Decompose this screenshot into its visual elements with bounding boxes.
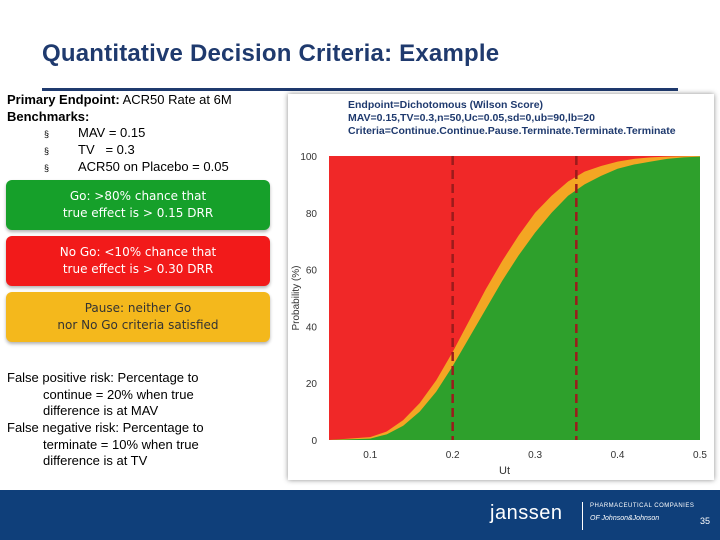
bullet-icon: § <box>44 145 50 156</box>
y-tick-label: 20 <box>306 379 318 390</box>
chart-title-line: MAV=0.15,TV=0.3,n=50,Uc=0.05,sd=0,ub=90,… <box>348 112 595 124</box>
x-tick-label: 0.2 <box>446 450 460 461</box>
y-tick-label: 100 <box>300 152 317 163</box>
y-tick-label: 0 <box>311 436 317 447</box>
false-negative-risk: False negative risk: Percentage to termi… <box>7 420 204 470</box>
chart-frame: Endpoint=Dichotomous (Wilson Score) MAV=0… <box>288 94 714 480</box>
go-criteria-line2: true effect is > 0.15 DRR <box>62 206 214 220</box>
benchmark-item: § TV = 0.3 <box>44 142 135 157</box>
nogo-criteria-line1: No Go: <10% chance that <box>59 245 217 259</box>
footer-tagline: PHARMACEUTICAL COMPANIES <box>590 503 695 509</box>
benchmark-text: TV = 0.3 <box>78 142 135 157</box>
bullet-icon: § <box>44 128 50 139</box>
footer-divider <box>582 502 583 530</box>
y-tick-label: 60 <box>306 266 318 277</box>
false-negative-text2: terminate = 10% when true <box>43 436 199 452</box>
pause-criteria-line2: nor No Go criteria satisfied <box>57 318 219 332</box>
benchmarks-heading: Benchmarks: <box>7 109 90 124</box>
go-criteria-box: Go: >80% chance that true effect is > 0.… <box>6 180 270 230</box>
benchmark-text: MAV = 0.15 <box>78 125 146 140</box>
false-positive-text3: difference is at MAV <box>43 403 159 418</box>
benchmark-item: § ACR50 on Placebo = 0.05 <box>44 159 229 174</box>
false-positive-risk: False positive risk: Percentage to conti… <box>7 370 198 420</box>
footer-bar: janssen PHARMACEUTICAL COMPANIES OF John… <box>0 490 720 540</box>
footer-tagline-jnj: OF Johnson&Johnson <box>590 515 660 522</box>
y-tick-label: 80 <box>306 209 318 220</box>
false-positive-text1: Percentage to <box>113 370 199 385</box>
x-axis-label: Ut <box>499 465 510 477</box>
nogo-criteria-line2: true effect is > 0.30 DRR <box>62 262 214 276</box>
slide-title: Quantitative Decision Criteria: Example <box>42 40 500 67</box>
false-negative-label: False negative risk: <box>7 420 119 435</box>
x-tick-label: 0.3 <box>528 450 542 461</box>
false-negative-text1: Percentage to <box>119 420 204 435</box>
nogo-criteria-box: No Go: <10% chance that true effect is >… <box>6 236 270 286</box>
go-criteria-line1: Go: >80% chance that <box>69 189 207 203</box>
x-tick-label: 0.1 <box>363 450 377 461</box>
probability-chart: Endpoint=Dichotomous (Wilson Score)MAV=0… <box>291 99 707 477</box>
primary-endpoint-value: ACR50 Rate at 6M <box>119 92 232 107</box>
x-tick-label: 0.4 <box>611 450 625 461</box>
page-number: 35 <box>700 516 711 526</box>
y-axis-label: Probability (%) <box>291 265 302 330</box>
bullet-icon: § <box>44 162 50 173</box>
false-positive-text2: continue = 20% when true <box>43 386 194 402</box>
x-tick-label: 0.5 <box>693 450 707 461</box>
y-tick-label: 40 <box>306 322 318 333</box>
title-underline <box>42 88 678 91</box>
benchmark-text: ACR50 on Placebo = 0.05 <box>78 159 229 174</box>
false-positive-label: False positive risk: <box>7 370 114 385</box>
chart-title-line: Endpoint=Dichotomous (Wilson Score) <box>348 99 543 111</box>
chart-title-line: Criteria=Continue.Continue.Pause.Termina… <box>348 125 676 137</box>
janssen-logo: janssen <box>490 502 563 524</box>
false-negative-text3: difference is at TV <box>43 453 148 468</box>
go-region-area <box>329 156 700 440</box>
pause-criteria-box: Pause: neither Go nor No Go criteria sat… <box>6 292 270 342</box>
pause-criteria-line1: Pause: neither Go <box>84 301 192 315</box>
primary-endpoint: Primary Endpoint: ACR50 Rate at 6M <box>7 92 232 107</box>
primary-endpoint-label: Primary Endpoint: <box>7 92 120 107</box>
benchmark-item: § MAV = 0.15 <box>44 125 145 140</box>
